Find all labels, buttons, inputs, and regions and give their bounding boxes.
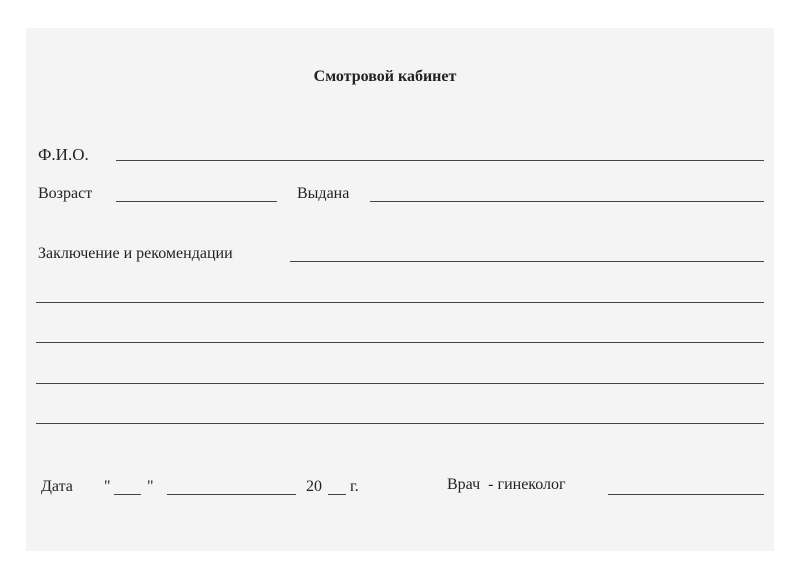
year-prefix: 20 (306, 478, 322, 495)
doctor-signature-field[interactable] (608, 494, 764, 495)
day-field[interactable] (114, 494, 141, 495)
date-quote-open: " (104, 478, 111, 495)
age-label: Возраст (38, 185, 93, 202)
form-title: Смотровой кабинет (313, 68, 457, 85)
month-field[interactable] (167, 494, 296, 495)
conclusion-field[interactable] (290, 261, 764, 262)
date-quote-close: " (147, 478, 154, 495)
date-label: Дата (41, 478, 73, 495)
form-card (26, 28, 774, 551)
issued-field[interactable] (370, 201, 764, 202)
conclusion-line-5[interactable] (36, 423, 764, 424)
fio-field[interactable] (116, 160, 764, 161)
conclusion-label: Заключение и рекомендации (38, 245, 233, 262)
year-suffix: г. (350, 478, 359, 495)
age-field[interactable] (116, 201, 277, 202)
issued-label: Выдана (297, 185, 350, 202)
conclusion-line-3[interactable] (36, 342, 764, 343)
fio-label: Ф.И.О. (38, 145, 89, 164)
year-field[interactable] (328, 494, 346, 495)
conclusion-line-2[interactable] (36, 302, 764, 303)
doctor-label: Врач - гинеколог (447, 476, 566, 493)
conclusion-line-4[interactable] (36, 383, 764, 384)
